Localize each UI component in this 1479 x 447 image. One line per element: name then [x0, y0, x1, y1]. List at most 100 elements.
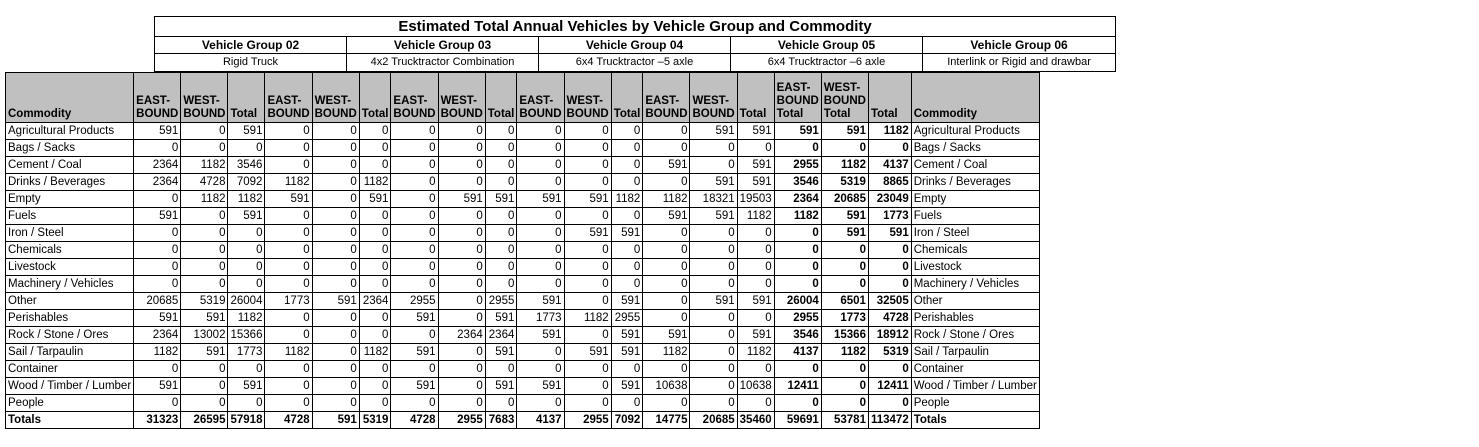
- westbound-header: WEST-BOUND: [689, 72, 738, 123]
- report-header: Estimated Total Annual Vehicles by Vehic…: [153, 16, 1117, 72]
- commodity-label-right: Agricultural Products: [910, 122, 1040, 140]
- total-cell: 4137: [867, 156, 912, 174]
- commodity-label-right: Wood / Timber / Lumber: [910, 377, 1040, 395]
- value-cell: 591: [437, 190, 486, 208]
- value-cell: 0: [610, 360, 644, 378]
- value-cell: 0: [484, 173, 518, 191]
- value-cell: 591: [264, 190, 313, 208]
- value-cell: 0: [180, 377, 229, 395]
- value-cell: 0: [610, 258, 644, 276]
- value-cell: 1773: [516, 309, 565, 327]
- value-cell: 7092: [610, 411, 644, 429]
- value-cell: 591: [180, 343, 229, 361]
- group-desc: Rigid Truck: [154, 53, 347, 72]
- value-cell: 0: [358, 326, 392, 344]
- total-cell: 4137: [773, 343, 822, 361]
- value-cell: 591: [736, 326, 775, 344]
- commodity-label: People: [4, 394, 135, 412]
- total-cell: 0: [773, 139, 822, 157]
- value-cell: 0: [133, 224, 182, 242]
- total-cell: 12411: [773, 377, 822, 395]
- value-cell: 19503: [736, 190, 775, 208]
- value-cell: 0: [642, 394, 691, 412]
- value-cell: 4728: [264, 411, 313, 429]
- commodity-label-right: Drinks / Beverages: [910, 173, 1040, 191]
- value-cell: 0: [390, 326, 439, 344]
- table-row: Fuels 591 0 591 0 0 0 0 0 0 0 0 0 591 591 1182 1182 591 17…: [4, 207, 1040, 225]
- value-cell: 0: [311, 326, 360, 344]
- total-header: Total: [358, 72, 392, 123]
- value-cell: 591: [516, 190, 565, 208]
- value-cell: 0: [180, 139, 229, 157]
- value-cell: 0: [390, 207, 439, 225]
- commodity-label: Cement / Coal: [4, 156, 135, 174]
- value-cell: 591: [227, 207, 266, 225]
- commodity-label-right: Sail / Tarpaulin: [910, 343, 1040, 361]
- value-cell: 0: [563, 156, 612, 174]
- table-row: Container 0 0 0 0 0 0 0 0 0 0 0 0 0 0 0 0 0 0 Container: [4, 360, 1040, 378]
- value-cell: 0: [390, 224, 439, 242]
- value-cell: 1182: [358, 343, 392, 361]
- total-cell: 0: [773, 224, 822, 242]
- value-cell: 1182: [227, 309, 266, 327]
- value-cell: 0: [516, 173, 565, 191]
- value-cell: 591: [689, 207, 738, 225]
- commodity-label: Agricultural Products: [4, 122, 135, 140]
- value-cell: 0: [610, 241, 644, 259]
- value-cell: 0: [563, 207, 612, 225]
- value-cell: 18321: [689, 190, 738, 208]
- value-cell: 0: [311, 241, 360, 259]
- value-cell: 591: [484, 190, 518, 208]
- value-cell: 0: [227, 394, 266, 412]
- value-cell: 1773: [264, 292, 313, 310]
- value-cell: 0: [358, 309, 392, 327]
- table-row: Perishables 591 591 1182 0 0 0 591 0 591 1773 1182 2…: [4, 309, 1040, 327]
- value-cell: 31323: [133, 411, 182, 429]
- total-cell: 1773: [820, 309, 869, 327]
- value-cell: 1182: [563, 309, 612, 327]
- value-cell: 4728: [390, 411, 439, 429]
- value-cell: 0: [563, 258, 612, 276]
- value-cell: 0: [358, 224, 392, 242]
- value-cell: 0: [736, 258, 775, 276]
- value-cell: 1182: [264, 173, 313, 191]
- value-cell: 0: [358, 156, 392, 174]
- value-cell: 0: [437, 173, 486, 191]
- value-cell: 0: [736, 360, 775, 378]
- value-cell: 0: [437, 139, 486, 157]
- value-cell: 0: [563, 394, 612, 412]
- total-header: Total: [227, 72, 266, 123]
- value-cell: 0: [516, 241, 565, 259]
- value-cell: 0: [390, 190, 439, 208]
- total-cell: 591: [820, 207, 869, 225]
- table-row: Rock / Stone / Ores 2364 13002 15366 0 0 0 0 236…: [4, 326, 1040, 344]
- value-cell: 0: [437, 122, 486, 140]
- total-cell: 0: [820, 377, 869, 395]
- value-cell: 591: [689, 292, 738, 310]
- value-cell: 2364: [133, 173, 182, 191]
- value-cell: 0: [484, 275, 518, 293]
- value-cell: 591: [516, 377, 565, 395]
- value-cell: 0: [610, 207, 644, 225]
- total-cell: 1182: [820, 343, 869, 361]
- value-cell: 2364: [358, 292, 392, 310]
- value-cell: 0: [642, 309, 691, 327]
- value-cell: 0: [736, 309, 775, 327]
- value-cell: 591: [390, 309, 439, 327]
- value-cell: 591: [610, 343, 644, 361]
- value-cell: 0: [689, 224, 738, 242]
- value-cell: 0: [563, 360, 612, 378]
- value-cell: 0: [358, 139, 392, 157]
- total-cell: 591: [820, 122, 869, 140]
- value-cell: 0: [516, 360, 565, 378]
- value-cell: 0: [264, 258, 313, 276]
- data-table: Commodity EAST-BOUND WEST-BOUND Total EAST-B…: [4, 72, 1040, 429]
- commodity-label-right: People: [910, 394, 1040, 412]
- value-cell: 2955: [390, 292, 439, 310]
- value-cell: 0: [390, 241, 439, 259]
- value-cell: 0: [227, 241, 266, 259]
- value-cell: 0: [264, 156, 313, 174]
- value-cell: 10638: [736, 377, 775, 395]
- total-cell: 8865: [867, 173, 912, 191]
- value-cell: 591: [133, 122, 182, 140]
